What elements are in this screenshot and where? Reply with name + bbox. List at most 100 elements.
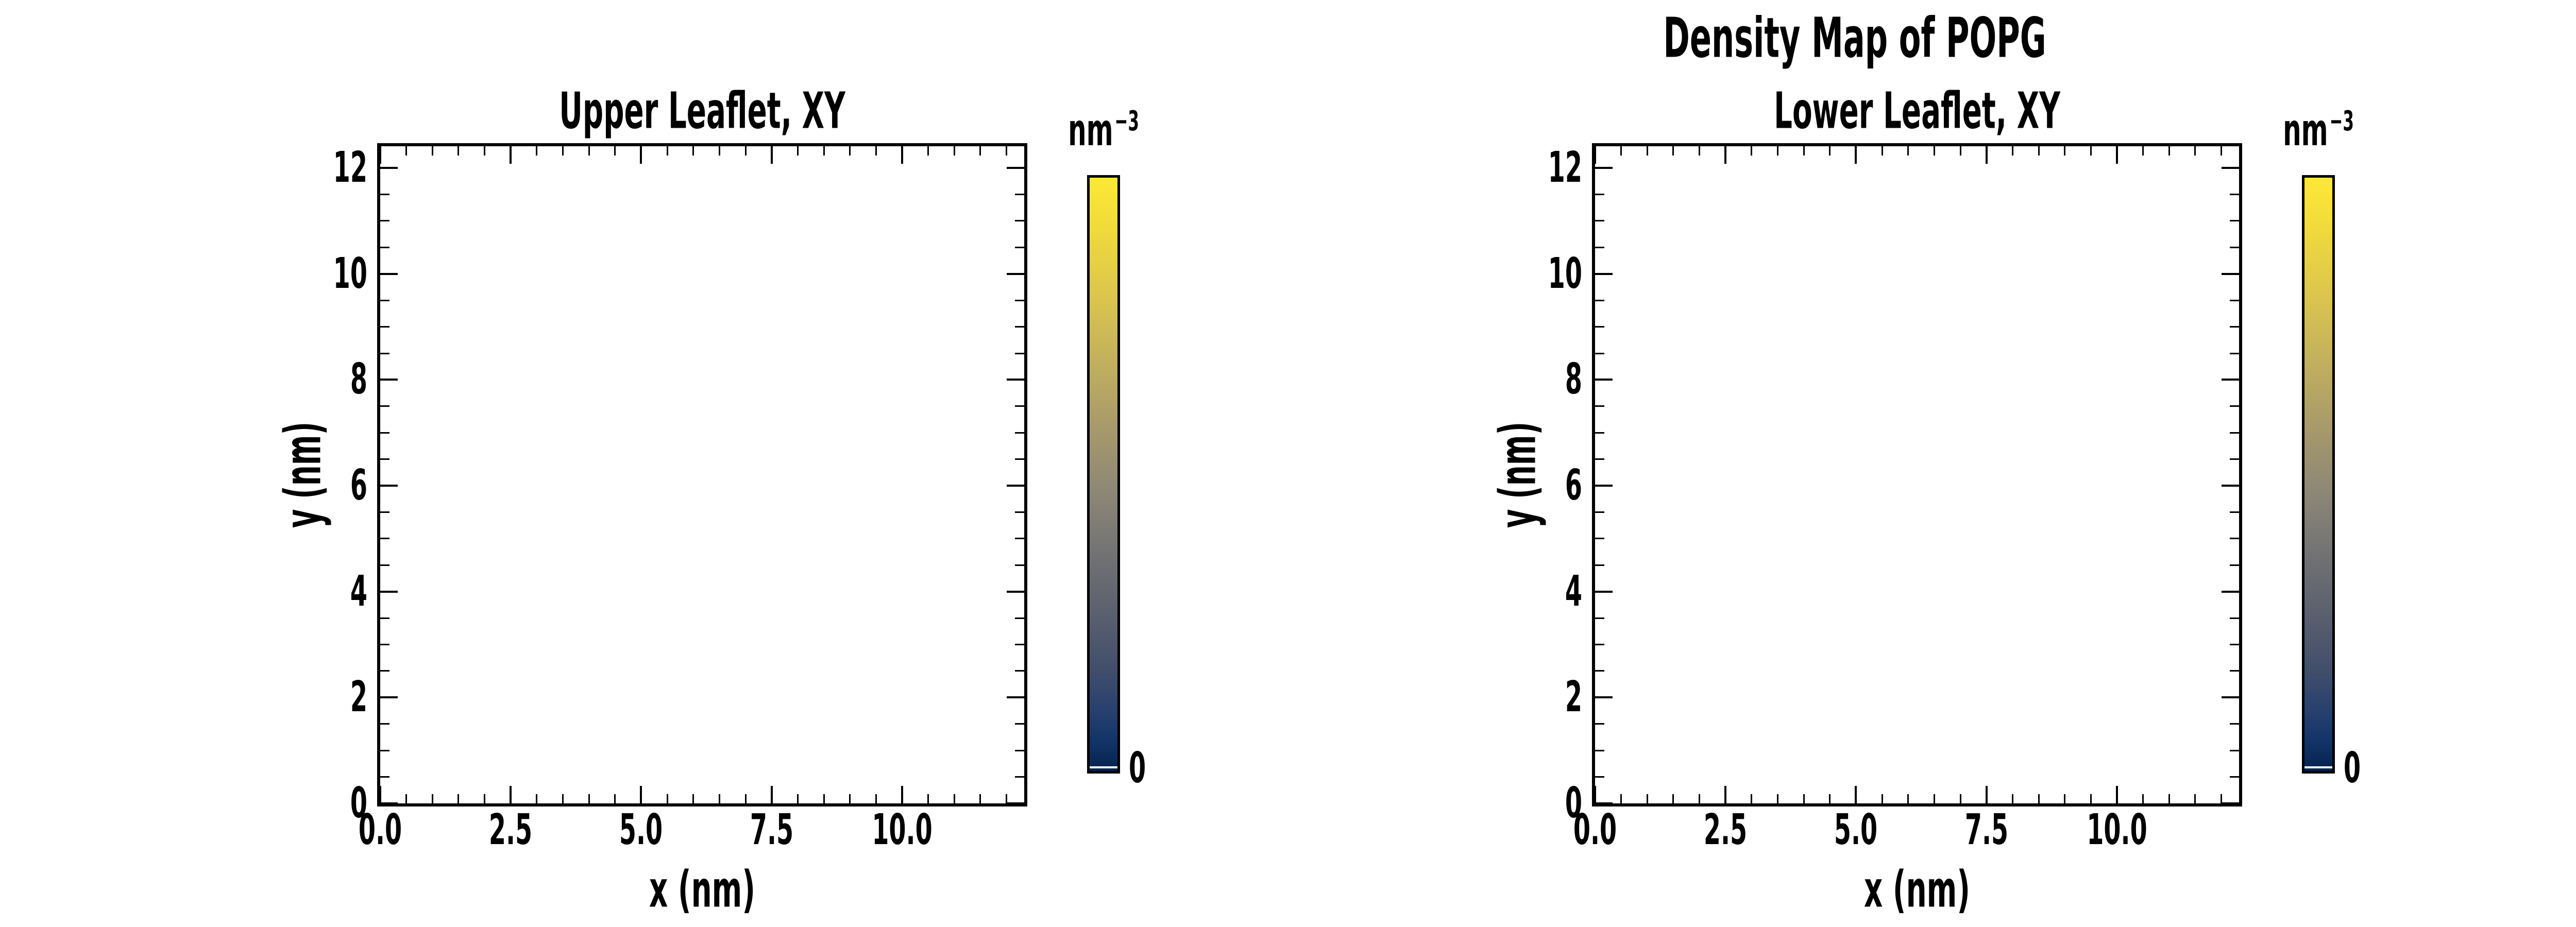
y-minor-tick [1595,352,1604,354]
x-minor-tick [457,146,460,156]
y-minor-tick [2230,670,2239,672]
y-minor-tick [2230,246,2239,248]
y-major-tick [380,485,398,487]
x-minor-tick [405,146,408,156]
y-major-tick [1595,485,1613,487]
y-minor-tick [2230,538,2239,540]
y-minor-tick [380,458,389,460]
x-minor-tick [536,146,538,156]
colorbar-zero-tick [2304,766,2332,768]
y-minor-tick [1595,564,1604,566]
x-minor-tick [614,794,616,803]
x-axis-label: x (nm) [649,860,755,919]
x-tick-label: 7.5 [1964,805,2008,854]
x-minor-tick [953,794,955,803]
x-minor-tick [666,794,668,803]
colorbar-gradient [2304,178,2332,771]
y-minor-tick [1595,670,1604,672]
x-major-tick [901,786,903,803]
y-major-tick [1007,167,1024,169]
x-minor-tick [692,794,694,803]
x-minor-tick [2038,794,2040,803]
y-minor-tick [1595,220,1604,222]
x-major-tick [640,146,642,164]
y-minor-tick [1015,405,1024,407]
y-major-tick [380,696,398,699]
x-minor-tick [1933,146,1935,156]
x-minor-tick [1672,146,1674,156]
x-minor-tick [1881,146,1883,156]
x-tick-label: 10.0 [872,805,933,854]
x-minor-tick [484,146,486,156]
y-minor-tick [380,670,389,672]
y-minor-tick [380,352,389,354]
y-minor-tick [380,299,389,301]
y-minor-tick [2230,458,2239,460]
y-minor-tick [1595,458,1604,460]
y-tick-label: 2 [350,673,367,722]
x-minor-tick [588,794,590,803]
x-minor-tick [2090,146,2092,156]
y-minor-tick [380,220,389,222]
y-major-tick [1595,379,1613,381]
x-minor-tick [744,146,747,156]
y-minor-tick [1015,749,1024,751]
x-minor-tick [405,794,408,803]
colorbar-unit-label: nm−3 [1068,105,1139,156]
x-minor-tick [1907,146,1909,156]
x-minor-tick [875,794,877,803]
y-minor-tick [380,246,389,248]
x-minor-tick [979,794,981,803]
y-minor-tick [1015,432,1024,434]
x-major-tick [1594,146,1596,164]
x-minor-tick [1777,146,1779,156]
x-minor-tick [2221,794,2223,803]
y-minor-tick [1015,299,1024,301]
x-minor-tick [2064,146,2066,156]
y-minor-tick [1595,511,1604,513]
y-minor-tick [1595,246,1604,248]
y-minor-tick [1015,538,1024,540]
y-major-tick [1007,802,1024,804]
y-minor-tick [1595,749,1604,751]
y-tick-label: 8 [350,355,367,404]
x-minor-tick [2194,146,2196,156]
x-minor-tick [823,794,825,803]
plot-area [1592,143,2242,806]
x-minor-tick [2038,146,2040,156]
plot-area [377,143,1027,806]
y-minor-tick [1015,458,1024,460]
y-major-tick [1595,590,1613,593]
x-minor-tick [979,146,981,156]
y-major-tick [2222,802,2239,804]
y-minor-tick [1595,723,1604,725]
x-tick-label: 7.5 [750,805,793,854]
x-minor-tick [1699,146,1701,156]
x-minor-tick [1829,794,1831,803]
x-major-tick [379,786,381,803]
y-major-tick [1595,272,1613,275]
x-minor-tick [2168,794,2170,803]
x-minor-tick [1006,146,1008,156]
x-minor-tick [2168,146,2170,156]
x-minor-tick [718,146,720,156]
x-major-tick [1855,146,1857,164]
y-tick-label: 6 [1565,461,1582,510]
x-minor-tick [1620,146,1622,156]
x-major-tick [1985,146,1988,164]
y-minor-tick [2230,564,2239,566]
y-minor-tick [1015,670,1024,672]
y-major-tick [380,802,398,804]
x-minor-tick [1907,794,1909,803]
y-tick-label: 6 [350,461,367,510]
x-tick-label: 2.5 [1704,805,1748,854]
y-major-tick [2222,485,2239,487]
y-tick-label: 12 [1548,143,1582,193]
x-minor-tick [823,146,825,156]
y-minor-tick [1595,644,1604,646]
x-tick-label: 5.0 [1834,805,1878,854]
y-tick-label: 4 [1565,566,1582,616]
y-minor-tick [380,644,389,646]
